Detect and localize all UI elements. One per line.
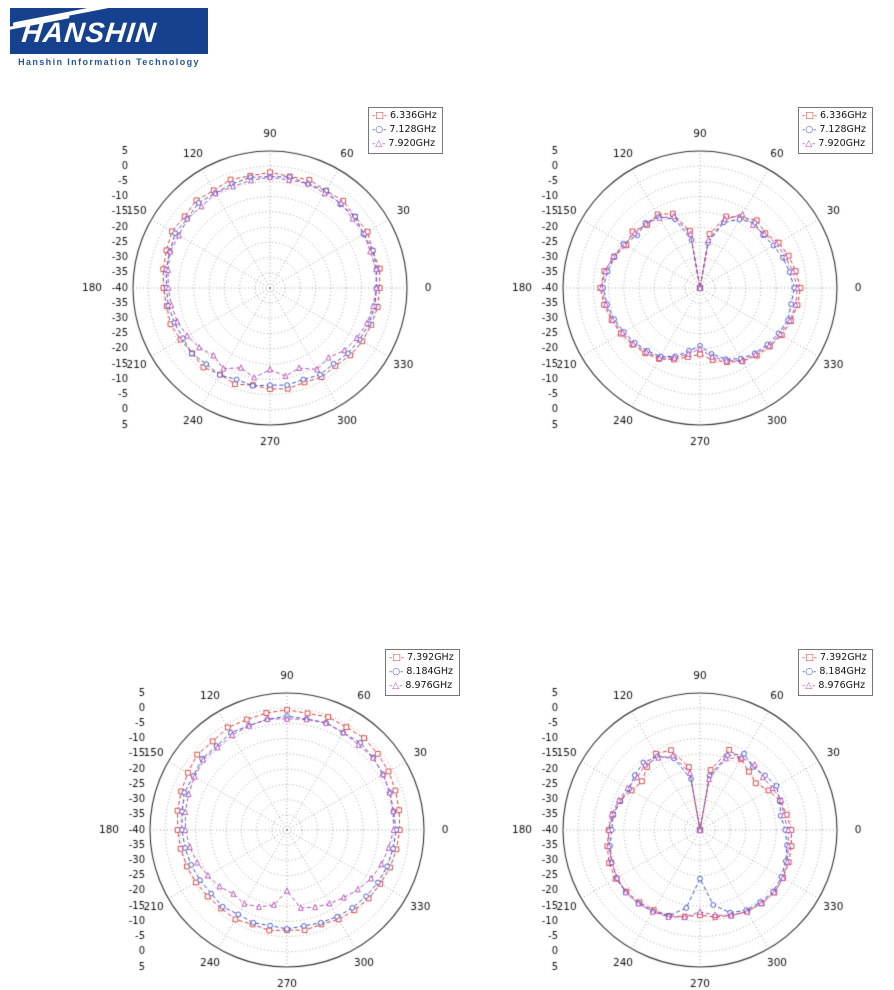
legend-entry: -△- 7.920GHz [372, 137, 437, 151]
legend-marker-icon: -□- [389, 653, 404, 663]
legend-entry: -□- 6.336GHz [802, 109, 867, 123]
legend-marker-icon: -△- [802, 139, 816, 149]
legend-marker-icon: -○- [802, 125, 817, 135]
legend-entry: -○- 8.184GHz [389, 665, 454, 679]
legend-label: 7.128GHz [389, 124, 437, 135]
logo-title: HANSHIN [20, 17, 159, 48]
legend-entry: -△- 8.976GHz [389, 679, 454, 693]
legend-label: 7.128GHz [819, 124, 867, 135]
legend-label: 7.920GHz [388, 138, 436, 149]
legend-entry: -□- 7.392GHz [389, 651, 454, 665]
legend-entry: -○- 7.128GHz [802, 123, 867, 137]
legend-label: 8.976GHz [405, 680, 453, 691]
legend-entry: -○- 8.184GHz [802, 665, 867, 679]
legend-label: 7.392GHz [820, 652, 867, 663]
logo-subtitle: Hanshin Information Technology [18, 57, 200, 67]
legend-marker-icon: -△- [802, 681, 816, 691]
legend-label: 6.336GHz [390, 110, 437, 121]
polar-plot-canvas [50, 95, 490, 495]
chart-legend: -□- 7.392GHz -○- 8.184GHz -△- 8.976GHz [385, 649, 460, 696]
legend-marker-icon: -□- [372, 111, 387, 121]
legend-entry: -□- 7.392GHz [802, 651, 867, 665]
polar-chart-low-band-elevation: -□- 6.336GHz -○- 7.128GHz -△- 7.920GHz [480, 95, 894, 495]
legend-label: 6.336GHz [820, 110, 867, 121]
polar-chart-high-band-elevation: -□- 7.392GHz -○- 8.184GHz -△- 8.976GHz [480, 637, 894, 990]
legend-marker-icon: -△- [372, 139, 386, 149]
polar-chart-low-band-azimuth: -□- 6.336GHz -○- 7.128GHz -△- 7.920GHz [50, 95, 490, 495]
legend-label: 8.184GHz [406, 666, 454, 677]
legend-entry: -○- 7.128GHz [372, 123, 437, 137]
chart-legend: -□- 7.392GHz -○- 8.184GHz -△- 8.976GHz [798, 649, 873, 696]
legend-label: 8.976GHz [818, 680, 866, 691]
legend-marker-icon: -○- [389, 667, 404, 677]
legend-entry: -△- 7.920GHz [802, 137, 867, 151]
legend-label: 7.392GHz [407, 652, 454, 663]
polar-chart-high-band-azimuth: -□- 7.392GHz -○- 8.184GHz -△- 8.976GHz [67, 637, 507, 990]
legend-marker-icon: -△- [389, 681, 403, 691]
legend-marker-icon: -○- [372, 125, 387, 135]
chart-legend: -□- 6.336GHz -○- 7.128GHz -△- 7.920GHz [368, 107, 443, 154]
legend-entry: -□- 6.336GHz [372, 109, 437, 123]
legend-label: 7.920GHz [818, 138, 866, 149]
chart-legend: -□- 6.336GHz -○- 7.128GHz -△- 7.920GHz [798, 107, 873, 154]
legend-marker-icon: -○- [802, 667, 817, 677]
legend-label: 8.184GHz [819, 666, 867, 677]
polar-plot-canvas [480, 95, 894, 495]
hanshin-logo: HANSHIN Hanshin Information Technology [10, 8, 210, 67]
legend-entry: -△- 8.976GHz [802, 679, 867, 693]
legend-marker-icon: -□- [802, 653, 817, 663]
hanshin-logo-box: HANSHIN [10, 8, 208, 54]
legend-marker-icon: -□- [802, 111, 817, 121]
